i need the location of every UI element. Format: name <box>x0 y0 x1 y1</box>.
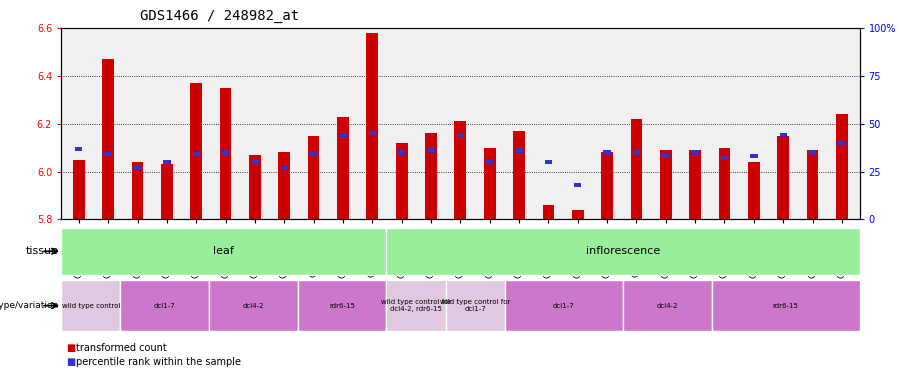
Bar <box>251 160 258 164</box>
Bar <box>631 119 643 219</box>
Bar <box>369 131 376 135</box>
Text: transformed count: transformed count <box>76 343 167 353</box>
Text: wild type control for
dcl1-7: wild type control for dcl1-7 <box>440 299 510 312</box>
Bar <box>806 150 818 219</box>
Bar <box>574 183 581 187</box>
Bar <box>193 152 200 156</box>
Bar <box>660 150 671 219</box>
Bar <box>190 83 203 219</box>
Text: genotype/variation: genotype/variation <box>0 301 58 310</box>
Bar <box>486 160 493 164</box>
Bar <box>61 280 121 331</box>
Bar <box>603 150 611 154</box>
Text: dcl4-2: dcl4-2 <box>657 303 678 309</box>
Bar <box>163 160 170 164</box>
Bar <box>131 162 143 219</box>
Text: ■: ■ <box>66 357 75 367</box>
Bar <box>73 160 85 219</box>
Bar <box>572 210 583 219</box>
Text: rdr6-15: rdr6-15 <box>329 303 355 309</box>
Bar <box>209 280 298 331</box>
Bar <box>398 150 405 154</box>
Bar <box>161 164 173 219</box>
Bar <box>222 150 230 154</box>
Bar <box>513 131 525 219</box>
Bar <box>809 150 816 154</box>
Bar <box>134 166 141 170</box>
Bar <box>121 280 209 331</box>
Bar <box>721 156 728 160</box>
Bar <box>751 154 758 158</box>
Bar <box>75 147 83 151</box>
Bar <box>339 133 346 137</box>
Bar <box>428 148 435 153</box>
Bar <box>601 152 613 219</box>
Bar <box>249 155 261 219</box>
Bar <box>386 280 446 331</box>
Text: leaf: leaf <box>213 246 234 256</box>
Text: dcl1-7: dcl1-7 <box>154 303 176 309</box>
Bar <box>544 160 552 164</box>
Bar <box>516 148 523 153</box>
Bar <box>748 162 760 219</box>
Bar <box>278 152 290 219</box>
Bar <box>425 133 436 219</box>
Bar <box>689 150 701 219</box>
Bar <box>779 133 787 137</box>
Text: ■: ■ <box>66 343 75 353</box>
Text: GDS1466 / 248982_at: GDS1466 / 248982_at <box>140 9 299 23</box>
Bar <box>386 228 860 274</box>
Bar <box>543 205 554 219</box>
Bar <box>836 114 848 219</box>
Bar <box>104 152 112 156</box>
Bar <box>484 148 496 219</box>
Bar <box>662 154 670 158</box>
Bar <box>691 150 698 154</box>
Bar <box>220 88 231 219</box>
Text: wild type control: wild type control <box>61 303 120 309</box>
Text: rdr6-15: rdr6-15 <box>772 303 798 309</box>
Text: dcl4-2: dcl4-2 <box>243 303 264 309</box>
Bar <box>456 133 464 137</box>
Bar <box>718 148 731 219</box>
Text: tissue: tissue <box>25 246 58 256</box>
Text: dcl1-7: dcl1-7 <box>553 303 575 309</box>
Text: inflorescence: inflorescence <box>586 246 660 256</box>
Bar <box>454 122 466 219</box>
Bar <box>61 228 386 274</box>
Bar <box>281 166 288 170</box>
Bar <box>338 117 349 219</box>
Bar <box>838 141 846 145</box>
Bar <box>623 280 712 331</box>
Bar <box>396 143 408 219</box>
Bar <box>778 136 789 219</box>
Bar <box>505 280 623 331</box>
Bar <box>298 280 386 331</box>
Bar <box>310 152 318 156</box>
Bar <box>446 280 505 331</box>
Bar <box>308 136 320 219</box>
Bar <box>712 280 859 331</box>
Bar <box>633 150 640 154</box>
Text: wild type control for
dcl4-2, rdr6-15: wild type control for dcl4-2, rdr6-15 <box>381 299 451 312</box>
Bar <box>103 59 114 219</box>
Bar <box>366 33 378 219</box>
Text: percentile rank within the sample: percentile rank within the sample <box>76 357 241 367</box>
